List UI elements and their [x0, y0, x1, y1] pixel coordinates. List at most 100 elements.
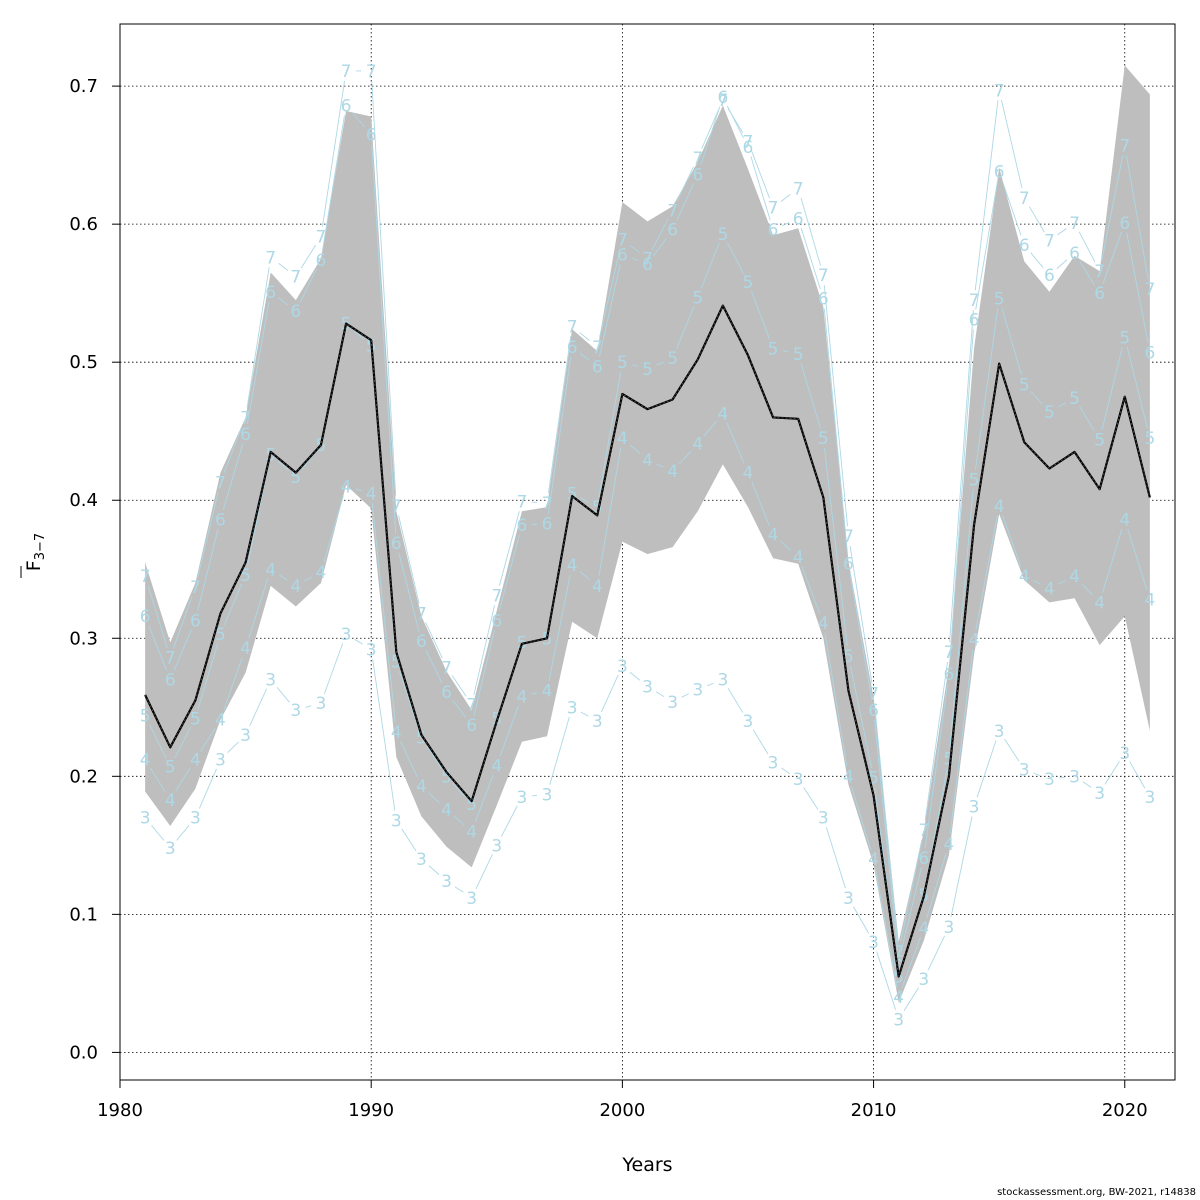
age-point-label: 3	[290, 701, 301, 721]
age-point-label: 3	[592, 712, 603, 732]
age-series-segment	[300, 244, 317, 269]
age-point-label: 4	[567, 556, 578, 576]
age-point-label: 7	[717, 91, 728, 111]
age-series-segment	[453, 815, 465, 826]
age-point-label: 7	[391, 497, 402, 517]
age-point-label: 3	[1119, 744, 1130, 764]
age-point-label: 3	[617, 657, 628, 677]
age-point-label: 7	[1044, 232, 1055, 252]
fbar-line-overlay	[144, 304, 1151, 977]
age-point-label: 5	[441, 767, 452, 787]
age-series-segment	[801, 566, 821, 614]
age-series-segment	[299, 268, 317, 303]
age-series-segment	[1033, 580, 1041, 585]
age-point-label: 5	[818, 429, 829, 449]
age-point-label: 7	[491, 586, 502, 606]
fbar-line-layer	[144, 304, 1151, 978]
age-point-label: 6	[642, 255, 653, 275]
y-tick-label: 0.0	[69, 1042, 98, 1063]
age-series-segment	[197, 491, 219, 578]
age-point-label: 7	[818, 266, 829, 286]
age-series-segment	[598, 371, 622, 498]
age-point-label: 6	[491, 611, 502, 631]
age-series-segment	[1001, 181, 1022, 236]
age-point-label: 3	[542, 785, 553, 805]
age-series-segment	[353, 329, 364, 340]
age-point-label: 3	[768, 754, 779, 774]
age-series-segment	[751, 291, 770, 340]
age-series-segment	[1057, 228, 1067, 236]
age-point-label: 4	[466, 823, 477, 843]
age-series-segment	[900, 867, 922, 952]
age-point-label: 3	[140, 809, 151, 829]
age-series-segment	[901, 937, 921, 988]
age-point-label: 6	[743, 138, 754, 158]
x-axis-title: Years	[621, 1154, 672, 1176]
age-point-label: 6	[768, 221, 779, 241]
age-point-label: 4	[391, 723, 402, 743]
age-series-segment	[173, 629, 192, 671]
age-series-segment	[176, 825, 190, 841]
age-series-segment	[752, 729, 769, 755]
age-point-label: 7	[868, 684, 879, 704]
age-point-label: 5	[692, 288, 703, 308]
age-point-label: 6	[366, 125, 377, 145]
age-point-label: 3	[491, 836, 502, 856]
age-point-label: 7	[944, 643, 955, 663]
age-series-segment	[248, 578, 269, 639]
age-series-segment	[1004, 738, 1020, 762]
age-series-segment	[1081, 583, 1094, 596]
age-series-segment	[701, 108, 720, 149]
age-point-label: 7	[918, 821, 929, 841]
age-point-label: 6	[692, 165, 703, 185]
y-tick-label: 0.2	[69, 766, 98, 787]
age-series-segment	[1127, 528, 1148, 591]
age-point-label: 7	[843, 527, 854, 547]
x-tick-label: 1980	[97, 1100, 143, 1121]
age-point-label: 3	[516, 788, 527, 808]
age-point-label: 4	[341, 477, 352, 497]
age-point-label: 4	[316, 563, 327, 583]
age-point-label: 3	[416, 850, 427, 870]
age-series-segment	[147, 585, 168, 649]
y-tick-label: 0.6	[69, 214, 98, 235]
age-series-segment	[1002, 515, 1022, 567]
age-point-label: 6	[391, 534, 402, 554]
age-series-segment	[249, 688, 267, 726]
age-point-label: 3	[441, 872, 452, 892]
age-point-label: 5	[717, 225, 728, 245]
age-series-segment	[976, 740, 997, 798]
age-point-label: 6	[215, 511, 226, 531]
age-series-segment	[454, 886, 464, 893]
age-point-label: 3	[843, 889, 854, 909]
age-series-segment	[278, 263, 289, 271]
age-series-segment	[452, 783, 466, 797]
age-series-segment	[322, 80, 346, 227]
age-point-label: 5	[1069, 389, 1080, 409]
age-point-label: 5	[140, 707, 151, 727]
age-point-label: 7	[969, 291, 980, 311]
age-point-label: 6	[1119, 214, 1130, 234]
age-series-segment	[903, 987, 919, 1012]
age-series-segment	[800, 228, 821, 290]
age-point-label: 4	[441, 800, 452, 820]
age-series-segment	[1001, 99, 1023, 189]
age-point-label: 4	[818, 614, 829, 634]
age-point-label: 3	[818, 809, 829, 829]
age-point-label: 7	[516, 493, 527, 513]
age-series-segment	[352, 112, 365, 128]
age-series-segment	[949, 489, 974, 749]
age-point-label: 5	[944, 749, 955, 769]
y-tick-label: 0.5	[69, 352, 98, 373]
y-tick-label: 0.1	[69, 904, 98, 925]
x-tick-label: 2010	[851, 1100, 897, 1121]
age-series-segment	[700, 106, 721, 166]
age-series-segment	[782, 350, 789, 353]
age-series-segment	[782, 222, 790, 227]
age-series-segment	[474, 774, 494, 823]
age-point-label: 7	[316, 228, 327, 248]
age-series-segment	[148, 625, 167, 671]
age-series-segment	[354, 638, 363, 645]
age-point-label: 5	[868, 769, 879, 789]
